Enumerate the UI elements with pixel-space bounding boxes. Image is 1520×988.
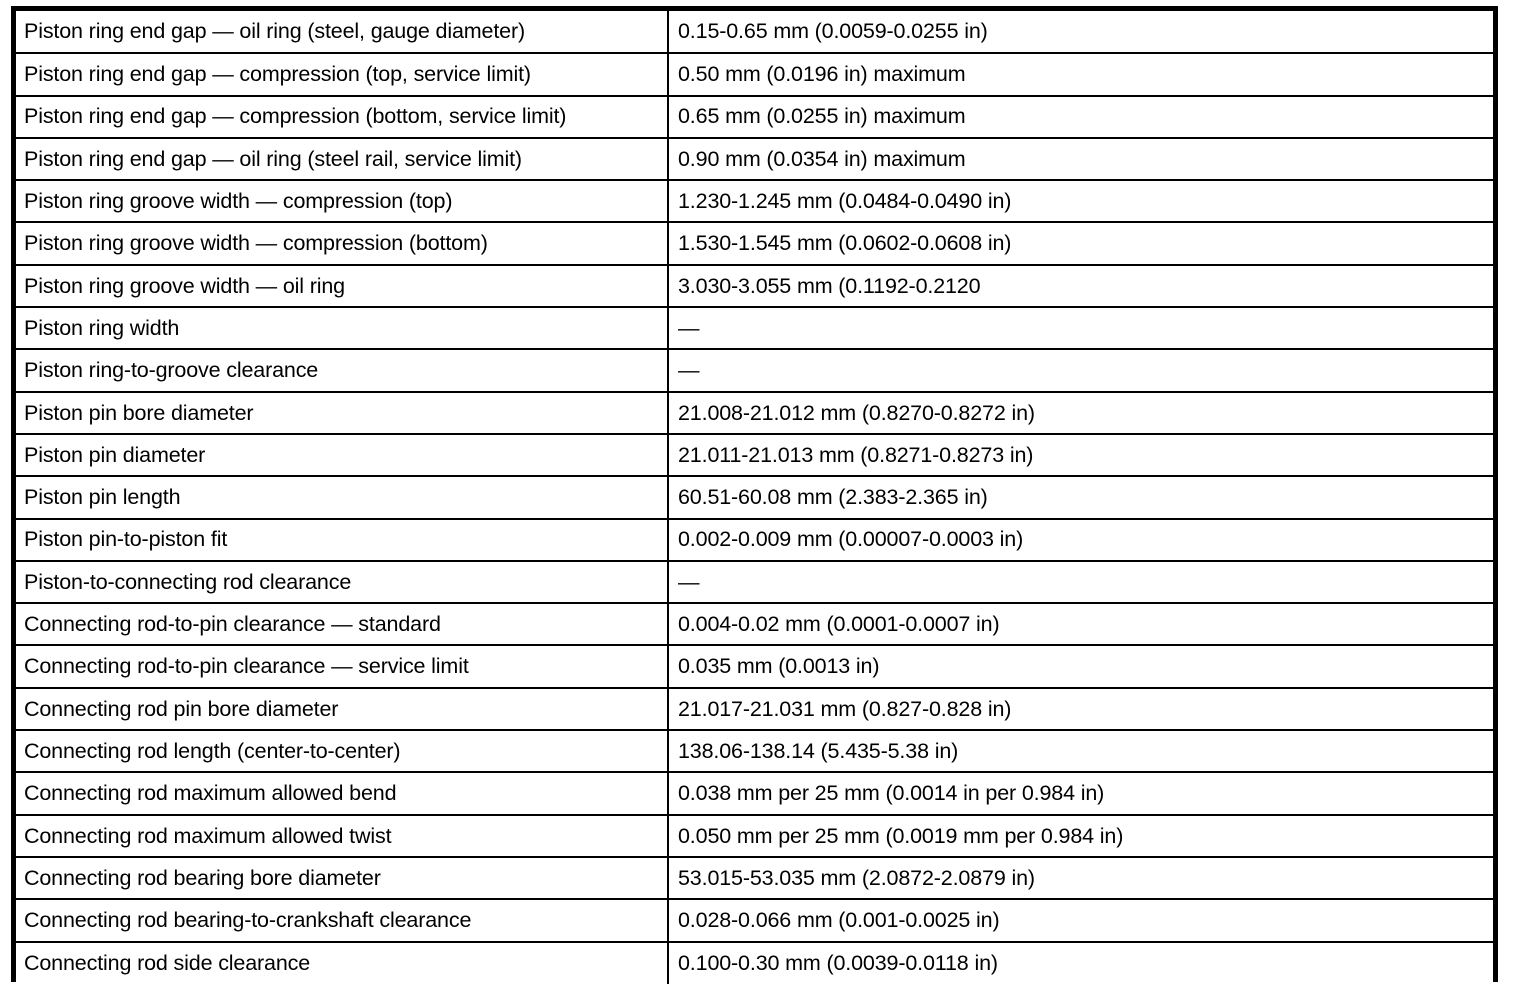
- spec-value-cell: 3.030-3.055 mm (0.1192-0.2120: [668, 263, 1493, 308]
- specifications-table-container: Piston ring end gap — oil ring (steel, g…: [11, 6, 1498, 984]
- table-row: Connecting rod maximum allowed twist 0.05…: [16, 813, 1493, 857]
- spec-name-cell: Piston ring-to-groove clearance: [16, 348, 669, 392]
- table-row: Piston ring groove width — compression (…: [16, 221, 1493, 265]
- spec-value-cell: 0.90 mm (0.0354 in) maximum: [668, 136, 1493, 181]
- spec-name-cell: Piston ring groove width — oil ring: [16, 263, 669, 308]
- spec-name-cell: Piston-to-connecting rod clearance: [16, 559, 669, 604]
- table-row: Piston ring groove width — compression (…: [16, 179, 1493, 223]
- spec-value-cell: —: [668, 559, 1493, 604]
- spec-name-cell: Piston pin bore diameter: [16, 390, 669, 434]
- spec-value-cell: 0.038 mm per 25 mm (0.0014 in per 0.984 …: [668, 771, 1493, 815]
- spec-value-cell: 0.50 mm (0.0196 in) maximum: [668, 52, 1493, 96]
- spec-name-cell: Piston ring end gap — oil ring (steel, g…: [16, 11, 669, 54]
- spec-value-cell: 0.100-0.30 mm (0.0039-0.0118 in): [668, 940, 1493, 984]
- table-row: Connecting rod pin bore diameter 21.017-2…: [16, 686, 1493, 731]
- specifications-table: Piston ring end gap — oil ring (steel, g…: [16, 11, 1493, 984]
- spec-name-cell: Piston pin-to-piston fit: [16, 517, 669, 561]
- spec-value-cell: 1.530-1.545 mm (0.0602-0.0608 in): [668, 221, 1493, 265]
- spec-value-cell: 0.035 mm (0.0013 in): [668, 644, 1493, 688]
- table-row: Connecting rod length (center-to-center)…: [16, 729, 1493, 773]
- spec-name-cell: Piston ring groove width — compression (…: [16, 179, 669, 223]
- spec-value-cell: 0.028-0.066 mm (0.001-0.0025 in): [668, 898, 1493, 942]
- spec-name-cell: Piston ring width: [16, 306, 669, 350]
- spec-name-cell: Piston pin length: [16, 475, 669, 519]
- table-row: Piston ring end gap — compression (botto…: [16, 94, 1493, 138]
- table-row: Piston ring width —: [16, 306, 1493, 350]
- spec-name-cell: Connecting rod side clearance: [16, 940, 669, 984]
- table-row: Piston-to-connecting rod clearance —: [16, 559, 1493, 604]
- spec-name-cell: Piston pin diameter: [16, 432, 669, 477]
- spec-value-cell: —: [668, 306, 1493, 350]
- table-row: Connecting rod bearing bore diameter 53.0…: [16, 855, 1493, 900]
- spec-value-cell: 21.011-21.013 mm (0.8271-0.8273 in): [668, 432, 1493, 477]
- spec-name-cell: Connecting rod maximum allowed twist: [16, 813, 669, 857]
- spec-value-cell: 21.017-21.031 mm (0.827-0.828 in): [668, 686, 1493, 731]
- spec-value-cell: 0.002-0.009 mm (0.00007-0.0003 in): [668, 517, 1493, 561]
- table-row: Connecting rod-to-pin clearance — servic…: [16, 644, 1493, 688]
- table-row: Piston ring groove width — oil ring 3.030…: [16, 263, 1493, 308]
- table-row: Piston pin-to-piston fit 0.002-0.009 mm (…: [16, 517, 1493, 561]
- table-row: Connecting rod-to-pin clearance — standa…: [16, 602, 1493, 646]
- spec-value-cell: 0.65 mm (0.0255 in) maximum: [668, 94, 1493, 138]
- spec-value-cell: 0.15-0.65 mm (0.0059-0.0255 in): [678, 19, 988, 44]
- spec-name-cell: Connecting rod pin bore diameter: [16, 686, 669, 731]
- spec-name-cell: Piston ring end gap — compression (botto…: [16, 94, 669, 138]
- spec-value-cell: 21.008-21.012 mm (0.8270-0.8272 in): [668, 390, 1493, 434]
- table-row: Piston ring-to-groove clearance —: [16, 348, 1493, 392]
- spec-value-cell: 53.015-53.035 mm (2.0872-2.0879 in): [668, 855, 1493, 900]
- specifications-table-body: Piston ring end gap — oil ring (steel, g…: [16, 11, 1493, 984]
- table-row: Piston ring end gap — oil ring (steel ra…: [16, 136, 1493, 181]
- spec-value-cell: 0.004-0.02 mm (0.0001-0.0007 in): [668, 602, 1493, 646]
- table-row: Piston ring end gap — oil ring (steel, g…: [16, 11, 1493, 54]
- table-row: Connecting rod side clearance 0.100-0.30 …: [16, 940, 1493, 984]
- table-row: Piston pin diameter 21.011-21.013 mm (0.8…: [16, 432, 1493, 477]
- spec-name-cell: Piston ring end gap — compression (top, …: [16, 52, 669, 96]
- spec-value-cell: —: [668, 348, 1493, 392]
- spec-value-cell: 60.51-60.08 mm (2.383-2.365 in): [668, 475, 1493, 519]
- spec-name-cell: Connecting rod maximum allowed bend: [16, 771, 669, 815]
- spec-value-cell: 138.06-138.14 (5.435-5.38 in): [668, 729, 1493, 773]
- spec-name-cell: Connecting rod length (center-to-center): [16, 729, 669, 773]
- table-row: Piston ring end gap — compression (top, …: [16, 52, 1493, 96]
- spec-name-cell: Connecting rod bearing bore diameter: [16, 855, 669, 900]
- table-row: Connecting rod maximum allowed bend 0.038…: [16, 771, 1493, 815]
- spec-value-cell: 1.230-1.245 mm (0.0484-0.0490 in): [668, 179, 1493, 223]
- spec-name-cell: Connecting rod bearing-to-crankshaft cle…: [16, 898, 669, 942]
- spec-name-cell: Connecting rod-to-pin clearance — servic…: [16, 644, 669, 688]
- table-row: Piston pin length 60.51-60.08 mm (2.383-2…: [16, 475, 1493, 519]
- spec-value-cell: 0.050 mm per 25 mm (0.0019 mm per 0.984 …: [668, 813, 1493, 857]
- table-row: Connecting rod bearing-to-crankshaft cle…: [16, 898, 1493, 942]
- spec-name-cell: Connecting rod-to-pin clearance — standa…: [16, 602, 669, 646]
- table-row: Piston pin bore diameter 21.008-21.012 mm…: [16, 390, 1493, 434]
- spec-name-cell: Piston ring groove width — compression (…: [16, 221, 669, 265]
- spec-name-cell: Piston ring end gap — oil ring (steel ra…: [16, 136, 669, 181]
